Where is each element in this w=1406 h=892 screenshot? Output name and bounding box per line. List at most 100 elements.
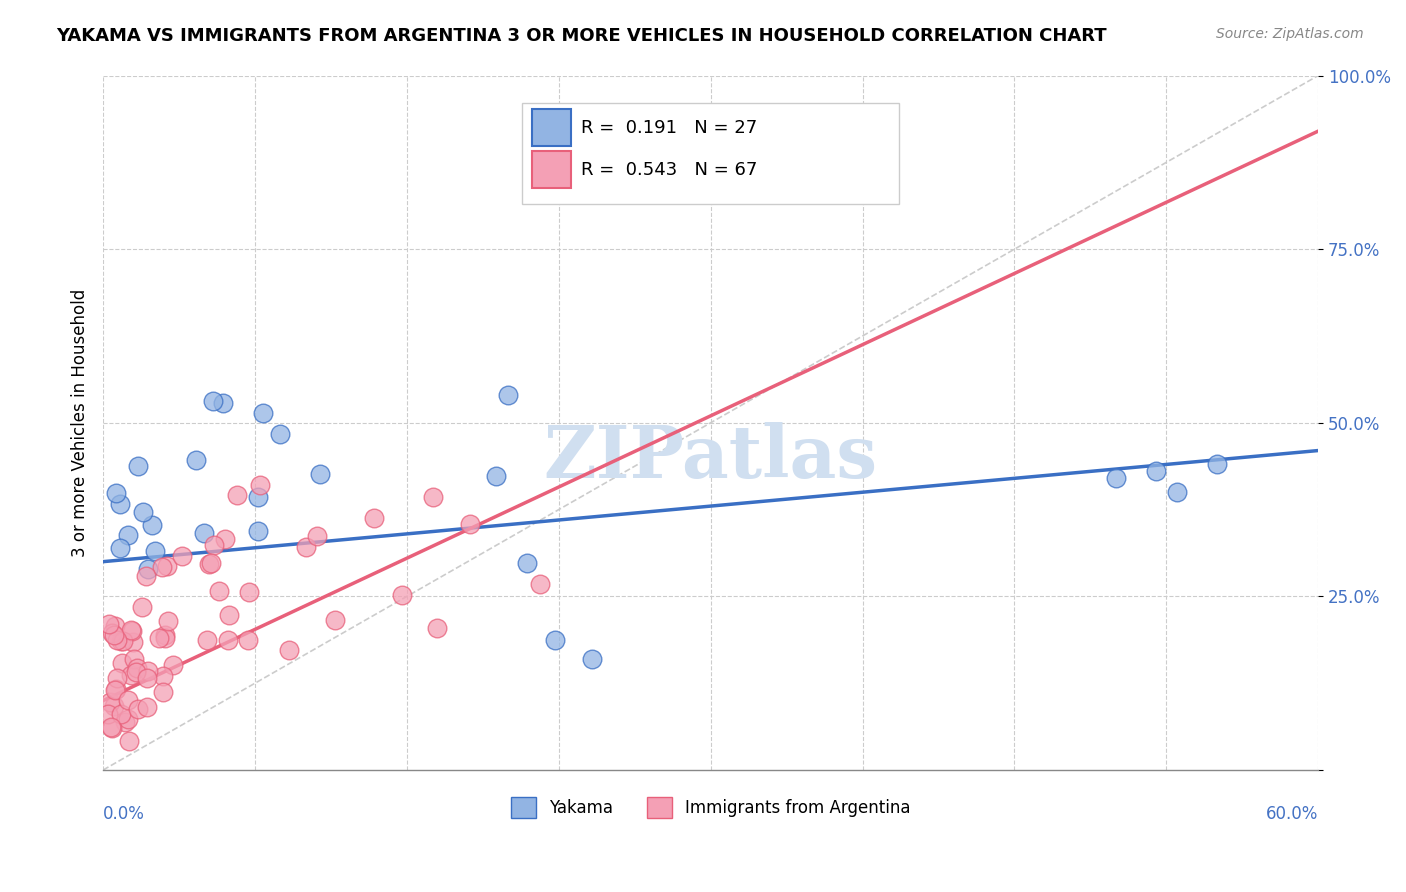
Point [152, 669, 174, 683]
Point [201, 393, 224, 408]
Point [103, 698, 125, 713]
Point [125, 665, 148, 679]
Point [172, 549, 194, 563]
Point [141, 517, 163, 532]
Point [269, 426, 291, 441]
Point [426, 621, 449, 635]
Point [135, 671, 157, 685]
Point [127, 702, 149, 716]
Point [238, 633, 260, 648]
Point [193, 526, 215, 541]
Point [278, 643, 301, 657]
Y-axis label: 3 or more Vehicles in Household: 3 or more Vehicles in Household [72, 289, 89, 557]
Point [98, 617, 121, 632]
Point [162, 658, 184, 673]
Text: 60.0%: 60.0% [1265, 805, 1319, 822]
Point [1166, 485, 1188, 500]
Point [152, 685, 174, 699]
Point [1144, 464, 1167, 478]
Point [122, 652, 145, 666]
Point [202, 538, 225, 552]
Point [458, 517, 481, 532]
Point [208, 584, 231, 599]
Point [110, 634, 132, 648]
Point [111, 634, 134, 648]
Point [544, 633, 567, 648]
Point [200, 557, 222, 571]
Point [120, 667, 142, 681]
Point [252, 406, 274, 420]
Point [1206, 458, 1229, 472]
Point [537, 179, 560, 194]
Point [323, 613, 346, 627]
FancyBboxPatch shape [531, 151, 571, 188]
Point [100, 720, 122, 734]
Point [217, 633, 239, 648]
Point [581, 651, 603, 665]
Text: R =  0.191   N = 27: R = 0.191 N = 27 [581, 120, 756, 137]
Point [110, 707, 132, 722]
Legend: Yakama, Immigrants from Argentina: Yakama, Immigrants from Argentina [505, 790, 917, 824]
Point [157, 615, 180, 629]
Point [214, 532, 236, 546]
Point [125, 661, 148, 675]
Point [148, 631, 170, 645]
Point [516, 556, 538, 570]
Point [110, 656, 132, 670]
Point [197, 632, 219, 647]
Point [104, 486, 127, 500]
Point [114, 714, 136, 729]
Point [1105, 471, 1128, 485]
Point [131, 600, 153, 615]
Point [98, 696, 121, 710]
Text: R =  0.543   N = 67: R = 0.543 N = 67 [581, 161, 756, 179]
Point [363, 510, 385, 524]
Point [107, 632, 129, 647]
Point [104, 681, 127, 696]
Point [117, 693, 139, 707]
FancyBboxPatch shape [531, 109, 571, 146]
Point [121, 634, 143, 648]
Point [97, 706, 120, 721]
Point [132, 505, 155, 519]
Point [117, 712, 139, 726]
Point [117, 528, 139, 542]
Point [186, 453, 208, 467]
Point [108, 541, 131, 555]
Point [153, 628, 176, 642]
Point [294, 541, 316, 555]
Point [135, 568, 157, 582]
Point [105, 672, 128, 686]
Point [485, 469, 508, 483]
Point [529, 577, 551, 591]
Point [143, 544, 166, 558]
Point [249, 478, 271, 492]
Point [198, 557, 221, 571]
Point [121, 624, 143, 638]
Text: ZIPatlas: ZIPatlas [544, 422, 877, 493]
Point [103, 627, 125, 641]
Point [120, 624, 142, 638]
Point [136, 664, 159, 678]
Point [101, 626, 124, 640]
Point [138, 562, 160, 576]
Point [103, 683, 125, 698]
Text: Source: ZipAtlas.com: Source: ZipAtlas.com [1216, 27, 1364, 41]
Point [218, 608, 240, 623]
Point [211, 396, 233, 410]
Point [246, 490, 269, 504]
Point [422, 490, 444, 504]
FancyBboxPatch shape [523, 103, 898, 204]
Point [305, 529, 328, 543]
Point [225, 488, 247, 502]
Text: YAKAMA VS IMMIGRANTS FROM ARGENTINA 3 OR MORE VEHICLES IN HOUSEHOLD CORRELATION : YAKAMA VS IMMIGRANTS FROM ARGENTINA 3 OR… [56, 27, 1107, 45]
Point [104, 619, 127, 633]
Point [238, 585, 260, 599]
Point [118, 734, 141, 748]
Point [135, 699, 157, 714]
Point [127, 459, 149, 474]
Point [391, 588, 413, 602]
Text: 0.0%: 0.0% [103, 805, 145, 822]
Point [150, 560, 173, 574]
Point [155, 558, 177, 573]
